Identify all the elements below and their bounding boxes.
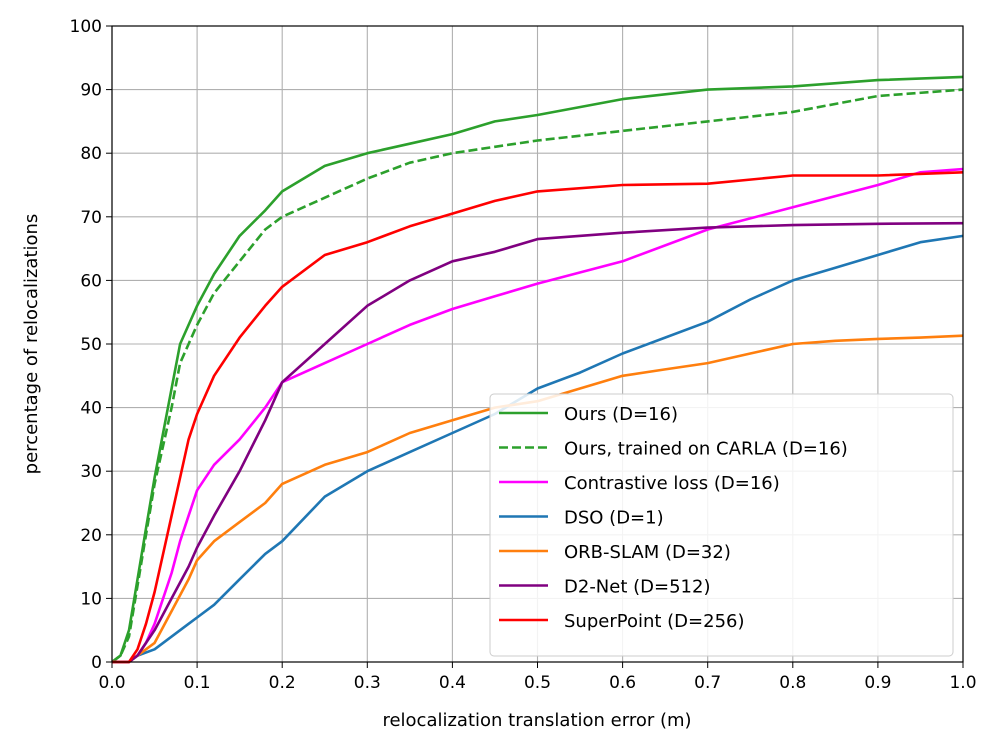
x-tick-label: 0.1 xyxy=(184,673,211,693)
x-tick-label: 0.8 xyxy=(779,673,806,693)
y-tick-label: 70 xyxy=(80,208,102,228)
x-axis-label: relocalization translation error (m) xyxy=(382,710,691,731)
x-tick-label: 0.4 xyxy=(439,673,466,693)
x-tick-label: 0.2 xyxy=(269,673,296,693)
series-line-contrastive-loss-d-16 xyxy=(112,167,964,664)
y-tick-label: 30 xyxy=(80,462,102,482)
x-tick-label: 1.0 xyxy=(949,673,976,693)
legend-label: Ours, trained on CARLA (D=16) xyxy=(564,439,848,460)
series-line-ours-trained-on-carla-d-16 xyxy=(111,88,964,664)
y-tick-label: 60 xyxy=(80,271,102,291)
legend-label: SuperPoint (D=256) xyxy=(564,611,745,632)
x-tick-label: 0.6 xyxy=(609,673,636,693)
legend-label: ORB-SLAM (D=32) xyxy=(564,542,731,563)
series-line-orb-slam-d-32 xyxy=(112,334,964,664)
y-tick-label: 0 xyxy=(91,653,102,673)
legend-label: DSO (D=1) xyxy=(564,508,664,529)
y-tick-label: 80 xyxy=(80,144,102,164)
y-tick-label: 40 xyxy=(80,399,102,419)
y-tick-label: 100 xyxy=(70,17,102,37)
series-line-d2-net-d-512 xyxy=(112,221,964,664)
series-layer xyxy=(111,75,964,664)
x-axis-ticks: 0.0 0.1 0.2 0.3 0.4 0.5 0.6 0.7 0.8 0.9 1.0 xyxy=(98,662,977,693)
series-line-dso-d-1 xyxy=(112,234,964,664)
x-tick-label: 0.9 xyxy=(864,673,891,693)
x-tick-label: 0.0 xyxy=(98,673,125,693)
y-tick-label: 20 xyxy=(80,526,102,546)
legend-label: Contrastive loss (D=16) xyxy=(564,473,780,494)
y-axis-ticks: 0 10 20 30 40 50 60 70 80 90 100 xyxy=(70,17,112,673)
x-tick-label: 0.3 xyxy=(354,673,381,693)
legend-box xyxy=(489,393,954,657)
y-tick-label: 90 xyxy=(80,81,102,101)
y-tick-label: 50 xyxy=(80,335,102,355)
legend-label: D2-Net (D=512) xyxy=(564,577,710,598)
y-tick-label: 10 xyxy=(80,589,102,609)
legend-label: Ours (D=16) xyxy=(564,404,678,425)
legend: Ours (D=16) Ours, trained on CARLA (D=16)… xyxy=(489,393,954,657)
x-tick-label: 0.7 xyxy=(694,673,721,693)
series-line-superpoint-d-256 xyxy=(112,171,964,664)
x-tick-label: 0.5 xyxy=(524,673,551,693)
y-axis-label: percentage of relocalizations xyxy=(21,214,42,475)
